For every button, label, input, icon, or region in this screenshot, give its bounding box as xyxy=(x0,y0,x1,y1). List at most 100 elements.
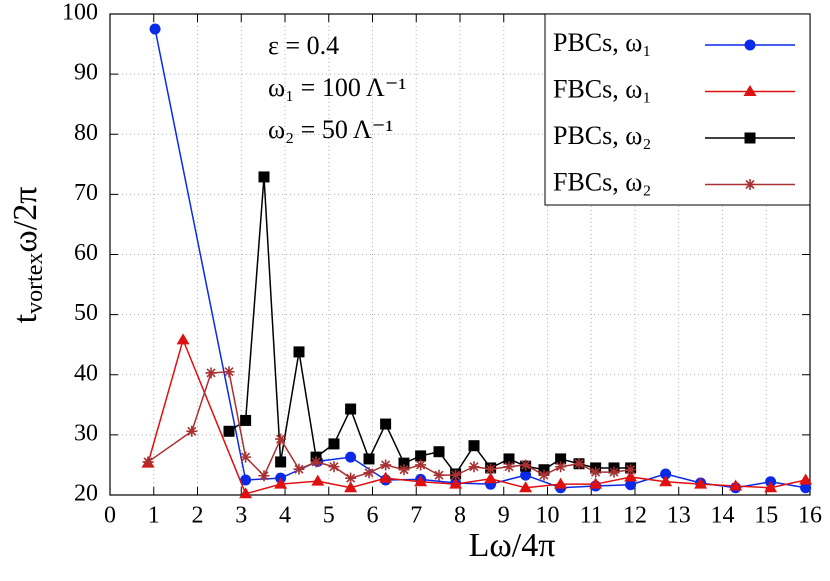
data-point xyxy=(379,471,393,483)
legend-marker xyxy=(743,85,757,96)
data-point xyxy=(275,433,287,445)
data-point xyxy=(799,473,813,485)
x-tick-label: 15 xyxy=(754,503,778,529)
legend-marker xyxy=(744,132,756,144)
data-point xyxy=(345,403,357,415)
y-tick-label: 100 xyxy=(62,0,98,26)
y-label-main: t xyxy=(7,313,44,323)
data-point xyxy=(258,171,270,183)
data-point xyxy=(380,459,392,471)
legend-marker xyxy=(744,39,756,51)
data-point xyxy=(538,469,550,481)
data-point xyxy=(380,418,392,430)
data-point xyxy=(258,470,270,482)
data-point xyxy=(363,467,375,479)
data-point xyxy=(800,482,812,494)
legend-marker xyxy=(744,179,756,190)
data-point xyxy=(608,466,620,478)
x-tick-label: 16 xyxy=(798,503,822,529)
data-point xyxy=(240,451,252,463)
data-point xyxy=(659,475,673,487)
y-label-rest: ω/2π xyxy=(7,187,44,253)
data-point xyxy=(149,23,161,35)
data-point xyxy=(485,463,497,475)
x-tick-label: 1 xyxy=(148,503,160,529)
data-point xyxy=(345,472,357,484)
data-point xyxy=(503,453,515,465)
data-point xyxy=(573,458,585,470)
y-tick-label: 40 xyxy=(74,360,98,386)
legend-label: PBCs, ω₁ xyxy=(553,28,651,57)
data-point xyxy=(624,470,638,482)
data-point xyxy=(503,461,515,473)
x-tick-label: 7 xyxy=(410,503,422,529)
legend-label: FBCs, ω₂ xyxy=(553,167,651,196)
data-point xyxy=(344,481,358,493)
x-tick-label: 10 xyxy=(536,503,560,529)
data-point xyxy=(398,457,410,469)
data-point xyxy=(414,475,428,487)
data-point xyxy=(433,446,445,458)
y-tick-label: 70 xyxy=(74,180,98,206)
x-tick-label: 3 xyxy=(235,503,247,529)
y-axis-label: tvortexω/2π xyxy=(7,187,48,324)
y-tick-label: 90 xyxy=(74,60,98,86)
data-point xyxy=(625,464,637,476)
data-point xyxy=(223,425,235,437)
data-point xyxy=(415,450,427,462)
data-point xyxy=(555,461,567,473)
plot-frame xyxy=(109,13,811,496)
legend-label: PBCs, ω₂ xyxy=(553,121,651,150)
legend-box xyxy=(544,13,811,206)
data-point xyxy=(554,477,568,489)
data-point xyxy=(328,438,340,450)
data-point xyxy=(694,477,708,489)
data-point xyxy=(274,477,288,489)
annotation: ω₂ = 50 Λ⁻¹ xyxy=(268,115,393,144)
data-point xyxy=(589,477,603,489)
annotation: ω₁ = 100 Λ⁻¹ xyxy=(268,73,406,102)
x-tick-label: 2 xyxy=(192,503,204,529)
x-tick-label: 6 xyxy=(367,503,379,529)
data-point xyxy=(240,474,252,486)
x-tick-label: 8 xyxy=(454,503,466,529)
data-point xyxy=(186,425,198,437)
data-point xyxy=(625,479,637,491)
series-line xyxy=(228,176,631,476)
data-point xyxy=(311,474,325,486)
data-point xyxy=(328,461,340,473)
data-point xyxy=(520,469,532,481)
data-point xyxy=(142,456,154,468)
x-tick-label: 13 xyxy=(667,503,691,529)
data-point xyxy=(729,479,743,491)
data-point xyxy=(176,333,190,345)
data-point xyxy=(519,481,533,493)
annotation: ε = 0.4 xyxy=(268,31,339,60)
data-point xyxy=(240,414,252,426)
data-point xyxy=(484,472,498,484)
data-point xyxy=(660,468,672,480)
data-point xyxy=(415,459,427,471)
y-tick-label: 20 xyxy=(74,481,98,507)
data-point xyxy=(555,453,567,465)
y-tick-label: 30 xyxy=(74,420,98,446)
data-point xyxy=(275,456,287,468)
data-point xyxy=(520,459,532,471)
data-point xyxy=(764,481,778,493)
x-tick-label: 14 xyxy=(711,503,735,529)
x-tick-label: 4 xyxy=(279,503,291,529)
data-point xyxy=(363,453,375,465)
data-point xyxy=(293,346,305,358)
y-tick-label: 60 xyxy=(74,240,98,266)
x-tick-label: 0 xyxy=(104,503,116,529)
data-point xyxy=(310,456,322,468)
data-point xyxy=(293,463,305,475)
data-point xyxy=(449,477,463,489)
data-point xyxy=(590,466,602,478)
x-tick-label: 12 xyxy=(623,503,647,529)
x-tick-label: 5 xyxy=(323,503,335,529)
data-point xyxy=(468,440,480,452)
data-point xyxy=(433,469,445,481)
y-tick-label: 50 xyxy=(74,300,98,326)
